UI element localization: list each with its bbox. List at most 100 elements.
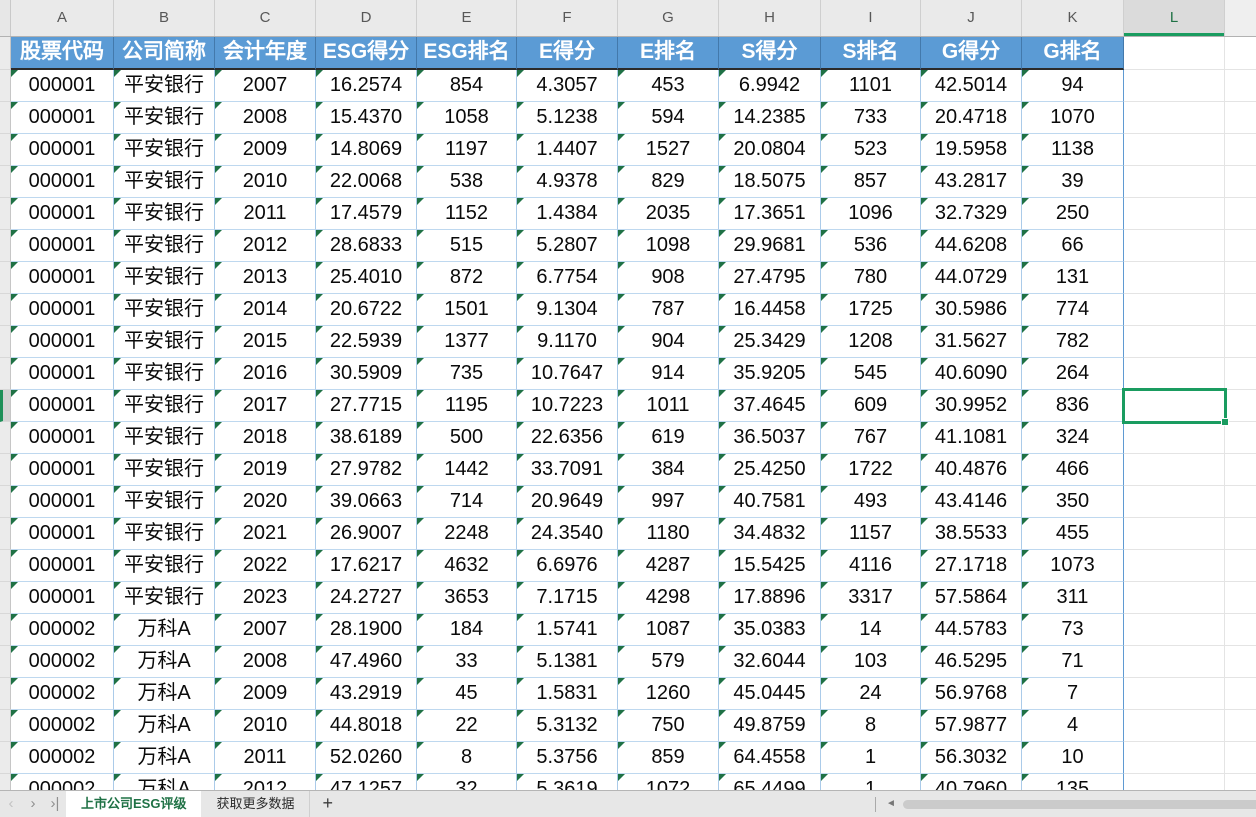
cell-I11[interactable]: 545 <box>821 358 921 390</box>
cell-J19[interactable]: 44.5783 <box>921 614 1022 646</box>
cell-J12[interactable]: 30.9952 <box>921 390 1022 422</box>
cell-B19[interactable]: 万科A <box>114 614 215 646</box>
cell-D17[interactable]: 17.6217 <box>316 550 417 582</box>
cell-H5[interactable]: 18.5075 <box>719 166 821 198</box>
cell-D12[interactable]: 27.7715 <box>316 390 417 422</box>
cell-C6[interactable]: 2011 <box>215 198 316 230</box>
cell-A18[interactable]: 000001 <box>11 582 114 614</box>
cell-D6[interactable]: 17.4579 <box>316 198 417 230</box>
cell-D4[interactable]: 14.8069 <box>316 134 417 166</box>
cell-E23[interactable]: 8 <box>417 742 517 774</box>
table-header-F[interactable]: E得分 <box>517 37 618 70</box>
row-gutter[interactable] <box>0 326 11 358</box>
cell-E13[interactable]: 500 <box>417 422 517 454</box>
cell-A2[interactable]: 000001 <box>11 70 114 102</box>
cell-F22[interactable]: 5.3132 <box>517 710 618 742</box>
cell-I12[interactable]: 609 <box>821 390 921 422</box>
cell-E11[interactable]: 735 <box>417 358 517 390</box>
cell-H15[interactable]: 40.7581 <box>719 486 821 518</box>
cell-J2[interactable]: 42.5014 <box>921 70 1022 102</box>
cell-J16[interactable]: 38.5533 <box>921 518 1022 550</box>
cell-E10[interactable]: 1377 <box>417 326 517 358</box>
cell-E7[interactable]: 515 <box>417 230 517 262</box>
cell-H23[interactable]: 64.4558 <box>719 742 821 774</box>
cell-H12[interactable]: 37.4645 <box>719 390 821 422</box>
cell-J14[interactable]: 40.4876 <box>921 454 1022 486</box>
cell-K14[interactable]: 466 <box>1022 454 1124 486</box>
cell-K22[interactable]: 4 <box>1022 710 1124 742</box>
cell-C15[interactable]: 2020 <box>215 486 316 518</box>
cell-D8[interactable]: 25.4010 <box>316 262 417 294</box>
cell-K12[interactable]: 836 <box>1022 390 1124 422</box>
cell-H17[interactable]: 15.5425 <box>719 550 821 582</box>
row-gutter[interactable] <box>0 614 11 646</box>
row-gutter[interactable] <box>0 582 11 614</box>
table-header-C[interactable]: 会计年度 <box>215 37 316 70</box>
cell-D19[interactable]: 28.1900 <box>316 614 417 646</box>
cell-K19[interactable]: 73 <box>1022 614 1124 646</box>
cell-A8[interactable]: 000001 <box>11 262 114 294</box>
cell-E3[interactable]: 1058 <box>417 102 517 134</box>
cell-M17[interactable] <box>1225 550 1256 582</box>
cell-H6[interactable]: 17.3651 <box>719 198 821 230</box>
cell-M11[interactable] <box>1225 358 1256 390</box>
cell-J7[interactable]: 44.6208 <box>921 230 1022 262</box>
table-header-D[interactable]: ESG得分 <box>316 37 417 70</box>
cell-K6[interactable]: 250 <box>1022 198 1124 230</box>
cell-D3[interactable]: 15.4370 <box>316 102 417 134</box>
cell-G2[interactable]: 453 <box>618 70 719 102</box>
cell-F8[interactable]: 6.7754 <box>517 262 618 294</box>
cell-J15[interactable]: 43.4146 <box>921 486 1022 518</box>
table-header-A[interactable]: 股票代码 <box>11 37 114 70</box>
cell-L11[interactable] <box>1124 358 1225 390</box>
cell-A16[interactable]: 000001 <box>11 518 114 550</box>
horizontal-scrollbar-thumb[interactable] <box>903 800 1256 809</box>
cell-E8[interactable]: 872 <box>417 262 517 294</box>
cell-C18[interactable]: 2023 <box>215 582 316 614</box>
cell-F17[interactable]: 6.6976 <box>517 550 618 582</box>
cell-K9[interactable]: 774 <box>1022 294 1124 326</box>
cell-C21[interactable]: 2009 <box>215 678 316 710</box>
cell-J21[interactable]: 56.9768 <box>921 678 1022 710</box>
cell-L12[interactable] <box>1124 390 1225 422</box>
cell-D16[interactable]: 26.9007 <box>316 518 417 550</box>
column-header-F[interactable]: F <box>517 0 618 36</box>
cell-A3[interactable]: 000001 <box>11 102 114 134</box>
cell-A13[interactable]: 000001 <box>11 422 114 454</box>
cell-I10[interactable]: 1208 <box>821 326 921 358</box>
table-header-K[interactable]: G排名 <box>1022 37 1124 70</box>
cell-C10[interactable]: 2015 <box>215 326 316 358</box>
cell-I8[interactable]: 780 <box>821 262 921 294</box>
sheet-nav-first-icon[interactable]: ‹ <box>8 795 14 812</box>
cell-I19[interactable]: 14 <box>821 614 921 646</box>
cell-D23[interactable]: 52.0260 <box>316 742 417 774</box>
cell-D9[interactable]: 20.6722 <box>316 294 417 326</box>
cell-H13[interactable]: 36.5037 <box>719 422 821 454</box>
sheet-tab-esg-ratings[interactable]: 上市公司ESG评级 <box>66 791 202 817</box>
cell-J22[interactable]: 57.9877 <box>921 710 1022 742</box>
cell-H4[interactable]: 20.0804 <box>719 134 821 166</box>
cell-F4[interactable]: 1.4407 <box>517 134 618 166</box>
cell-J23[interactable]: 56.3032 <box>921 742 1022 774</box>
cell-I13[interactable]: 767 <box>821 422 921 454</box>
cell-H2[interactable]: 6.9942 <box>719 70 821 102</box>
cell-G10[interactable]: 904 <box>618 326 719 358</box>
cell-H20[interactable]: 32.6044 <box>719 646 821 678</box>
cell-E4[interactable]: 1197 <box>417 134 517 166</box>
cell-F15[interactable]: 20.9649 <box>517 486 618 518</box>
cell-M22[interactable] <box>1225 710 1256 742</box>
cell-K23[interactable]: 10 <box>1022 742 1124 774</box>
cell-L13[interactable] <box>1124 422 1225 454</box>
cell-L2[interactable] <box>1124 70 1225 102</box>
cell-F13[interactable]: 22.6356 <box>517 422 618 454</box>
cell-E6[interactable]: 1152 <box>417 198 517 230</box>
row-gutter[interactable] <box>0 166 11 198</box>
cell-L22[interactable] <box>1124 710 1225 742</box>
cell-D14[interactable]: 27.9782 <box>316 454 417 486</box>
cell-I15[interactable]: 493 <box>821 486 921 518</box>
cell-L23[interactable] <box>1124 742 1225 774</box>
cell-C20[interactable]: 2008 <box>215 646 316 678</box>
row-gutter[interactable] <box>0 710 11 742</box>
cell-F23[interactable]: 5.3756 <box>517 742 618 774</box>
cell-H18[interactable]: 17.8896 <box>719 582 821 614</box>
